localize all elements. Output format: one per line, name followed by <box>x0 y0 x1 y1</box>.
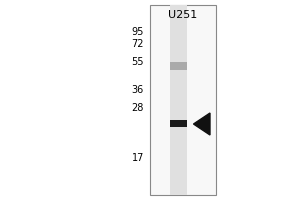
Text: 17: 17 <box>132 153 144 163</box>
Polygon shape <box>194 113 210 135</box>
Bar <box>170 120 187 127</box>
Text: U251: U251 <box>168 10 198 20</box>
Text: 95: 95 <box>132 27 144 37</box>
Bar <box>170 62 187 70</box>
Text: 36: 36 <box>132 85 144 95</box>
Text: 72: 72 <box>131 39 144 49</box>
Bar <box>150 5 216 195</box>
Bar <box>170 5 187 195</box>
Text: 28: 28 <box>132 103 144 113</box>
Text: 55: 55 <box>131 57 144 67</box>
